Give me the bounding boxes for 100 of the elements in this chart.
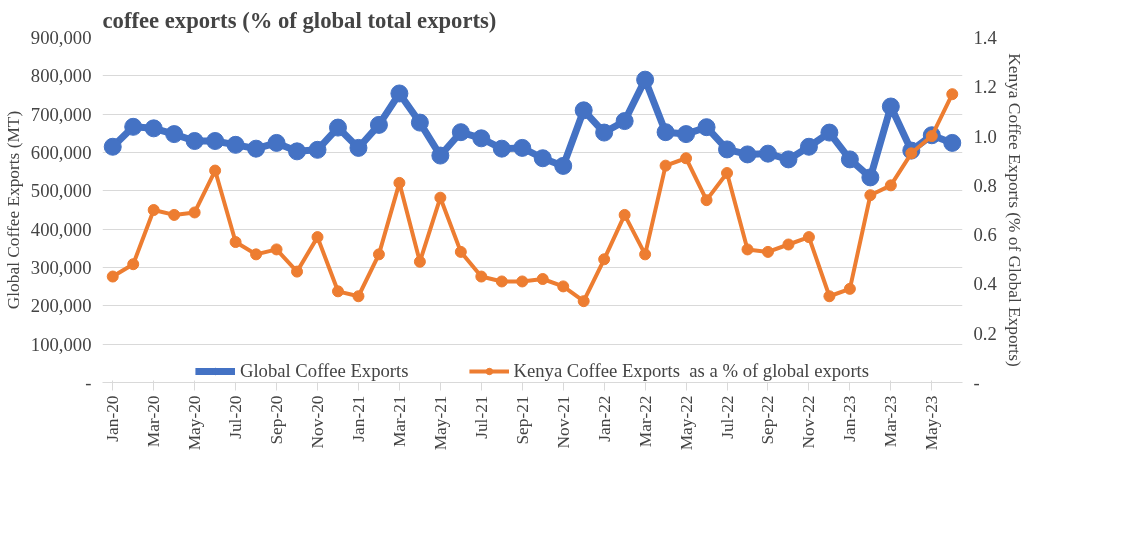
point (328, 118, 347, 137)
point (943, 133, 962, 152)
point (451, 123, 470, 142)
x-tick-label: Mar-23 (881, 395, 901, 448)
point (454, 245, 467, 258)
point (697, 118, 716, 137)
y-tick-label: - (85, 372, 92, 393)
x-tick-label: Jan-21 (348, 395, 368, 442)
point (331, 285, 344, 298)
x-tick-label: Nov-22 (799, 395, 819, 449)
legend-label: Kenya Coffee Exports as a % of global exports (513, 360, 870, 382)
y-tick-label: 900,000 (30, 27, 92, 48)
x-tick-label: Jul-20 (226, 395, 246, 439)
point (165, 125, 184, 144)
point (659, 159, 672, 172)
point (884, 179, 897, 192)
y2-tick-label: 0.2 (973, 322, 997, 344)
y-tick-label: 400,000 (30, 218, 92, 240)
x-tick-label: Mar-21 (389, 395, 409, 448)
y-axis-title: Global Coffee Exports (MT) (3, 110, 23, 310)
point (106, 270, 119, 283)
point (741, 243, 754, 256)
y2-tick-label: 1.2 (973, 76, 997, 98)
point (656, 123, 675, 142)
point (188, 206, 201, 219)
point (229, 236, 242, 249)
x-tick-label: Jan-20 (103, 395, 123, 442)
y-tick-label: 700,000 (30, 103, 92, 125)
x-tick-label: Jul-22 (717, 395, 737, 439)
point (267, 133, 286, 152)
point (840, 150, 859, 169)
y-tick-label: 200,000 (30, 295, 92, 317)
point (127, 258, 140, 271)
point (390, 84, 409, 103)
point (147, 204, 160, 216)
x-tick-label: Mar-20 (144, 395, 164, 448)
point (349, 138, 368, 157)
point (843, 282, 856, 295)
x-tick-label: Nov-20 (308, 395, 327, 449)
point (779, 150, 798, 169)
x-tick-label: Sep-22 (758, 395, 778, 445)
point (472, 129, 491, 148)
point (516, 275, 529, 288)
x-tick-label: Jan-22 (594, 395, 614, 442)
y2-tick-label: - (973, 372, 980, 393)
point (700, 194, 713, 207)
point (718, 140, 737, 159)
y-tick-label: 800,000 (30, 65, 92, 87)
point (639, 248, 652, 261)
point (226, 135, 245, 154)
point (291, 265, 304, 278)
point (308, 140, 327, 159)
point (185, 132, 204, 150)
point (124, 117, 143, 136)
point (598, 253, 611, 266)
point (434, 191, 447, 204)
point (761, 245, 774, 258)
x-tick-label: Jul-21 (471, 395, 491, 439)
point (595, 123, 614, 142)
point (492, 139, 511, 158)
x-tick-label: Jan-23 (840, 395, 860, 442)
x-tick-label: Sep-21 (512, 395, 532, 445)
legend-label: Global Coffee Exports (239, 360, 409, 382)
point (823, 290, 836, 303)
point (758, 144, 777, 163)
y-tick-label: 600,000 (30, 142, 92, 163)
point (369, 115, 388, 134)
y-tick-label: 500,000 (30, 180, 92, 202)
point (677, 125, 696, 144)
point (270, 243, 283, 256)
x-tick-label: May-21 (430, 395, 450, 451)
point (680, 152, 693, 165)
point (247, 139, 266, 158)
point (103, 137, 122, 156)
point (721, 167, 734, 180)
x-tick-label: Mar-22 (635, 395, 655, 448)
point (782, 238, 795, 251)
y2-tick-label: 0.8 (973, 174, 997, 196)
y2-tick-label: 1.0 (973, 125, 997, 147)
point (820, 123, 839, 142)
point (288, 142, 307, 161)
point (311, 231, 324, 244)
point (536, 273, 549, 285)
point (533, 149, 552, 168)
point (431, 146, 450, 165)
point (881, 97, 900, 116)
chart-title: coffee exports (% of global total exports) (102, 7, 497, 33)
point (209, 164, 222, 177)
x-tick-label: May-23 (922, 395, 942, 451)
point (250, 248, 263, 261)
x-tick-label: Nov-21 (553, 395, 573, 449)
point (615, 112, 634, 131)
y2-tick-label: 0.4 (973, 273, 998, 295)
point (513, 138, 532, 157)
point (475, 270, 488, 283)
point (577, 295, 590, 308)
point (618, 208, 631, 221)
point (206, 132, 225, 150)
point (495, 275, 508, 288)
point (802, 231, 815, 244)
